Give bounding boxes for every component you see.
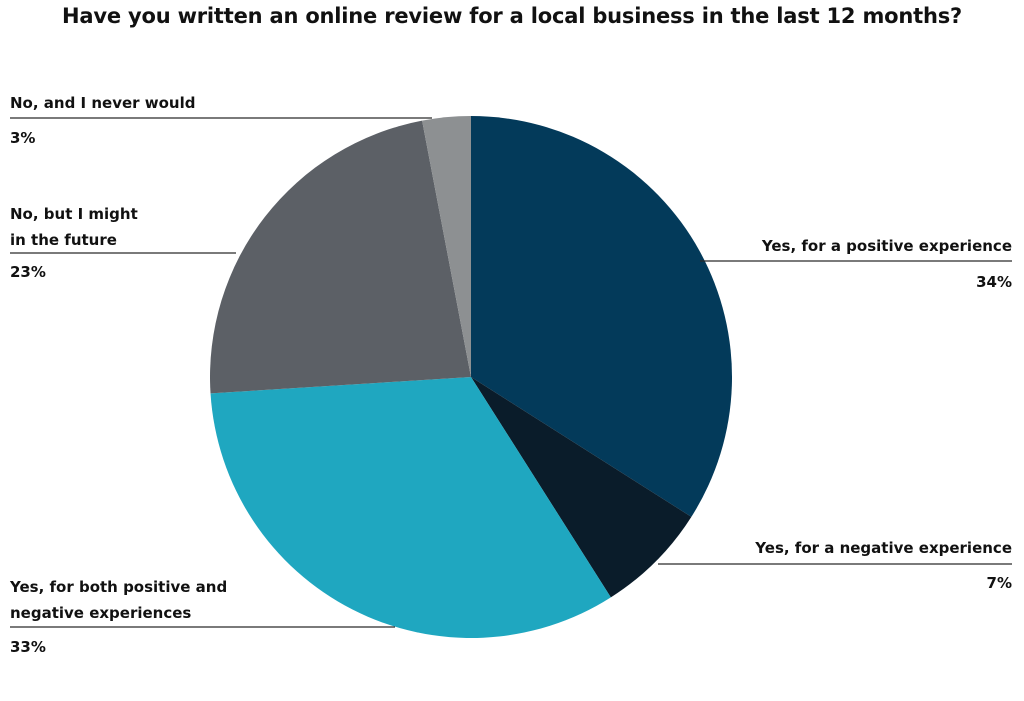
pie-slice bbox=[210, 120, 472, 394]
pie-slice bbox=[210, 377, 611, 638]
slice-percent: 7% bbox=[987, 574, 1012, 592]
pie-slices bbox=[210, 116, 732, 638]
slice-percent: 3% bbox=[10, 129, 35, 147]
slice-label: Yes, for both positive and negative exper… bbox=[9, 578, 227, 622]
slice-label: Yes, for a negative experience bbox=[754, 539, 1012, 557]
slice-percent: 34% bbox=[976, 273, 1012, 291]
pie-callouts: Yes, for a positive experience 34% Yes, fo… bbox=[9, 94, 1012, 656]
chart-title: Have you written an online review for a … bbox=[62, 4, 962, 28]
slice-percent: 33% bbox=[10, 638, 46, 656]
slice-label: No, but I might in the future bbox=[10, 205, 138, 249]
slice-label: Yes, for a positive experience bbox=[761, 237, 1012, 255]
pie-slice bbox=[471, 377, 692, 598]
slice-percent: 23% bbox=[10, 263, 46, 281]
pie-slice bbox=[422, 116, 471, 377]
pie-slice bbox=[471, 116, 732, 517]
slice-label: No, and I never would bbox=[10, 94, 196, 112]
